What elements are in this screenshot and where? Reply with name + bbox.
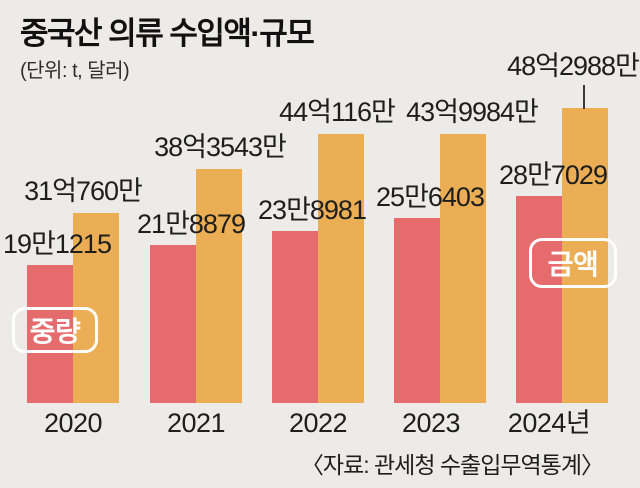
value-label-amount-2023: 43억9984만 bbox=[406, 97, 539, 127]
page-title: 중국산 의류 수입액·규모 bbox=[20, 16, 315, 51]
axis-label-2022: 2022 bbox=[288, 408, 348, 438]
bar-amount-2023 bbox=[440, 134, 486, 403]
axis-label-2024년: 2024년 bbox=[507, 408, 591, 438]
value-label-weight-2020: 19만1215 bbox=[3, 229, 112, 259]
value-label-amount-2022: 44억116만 bbox=[279, 97, 396, 127]
axis-label-2021: 2021 bbox=[166, 408, 226, 438]
bar-weight-2024년 bbox=[516, 196, 562, 403]
bar-amount-2024년 bbox=[562, 108, 608, 403]
bar-weight-2021 bbox=[150, 245, 196, 403]
bar-amount-2021 bbox=[196, 169, 242, 403]
value-label-weight-2021: 21만8879 bbox=[137, 209, 246, 239]
value-label-amount-2020: 31억760만 bbox=[24, 176, 143, 206]
source-note: 〈자료: 관세청 수출입무역통계〉 bbox=[300, 452, 604, 478]
axis-label-2023: 2023 bbox=[401, 408, 461, 438]
value-label-amount-2021: 38억3543만 bbox=[154, 132, 287, 162]
unit-label: (단위: t, 달러) bbox=[20, 60, 130, 82]
bar-weight-2023 bbox=[394, 218, 440, 403]
axis-label-2020: 2020 bbox=[43, 408, 103, 438]
bar-weight-2022 bbox=[272, 231, 318, 403]
legend-badge-weight: 중량 bbox=[12, 307, 98, 353]
value-label-weight-2024년: 28만7029 bbox=[499, 160, 608, 190]
legend-badge-amount: 금액 bbox=[529, 238, 617, 288]
value-label-weight-2023: 25만6403 bbox=[376, 182, 485, 212]
bar-weight-2020 bbox=[27, 265, 73, 403]
value-label-amount-2024년: 48억2988만 bbox=[507, 51, 640, 81]
callout-line bbox=[583, 85, 585, 109]
value-label-weight-2022: 23만8981 bbox=[258, 195, 367, 225]
bar-amount-2022 bbox=[318, 134, 364, 403]
